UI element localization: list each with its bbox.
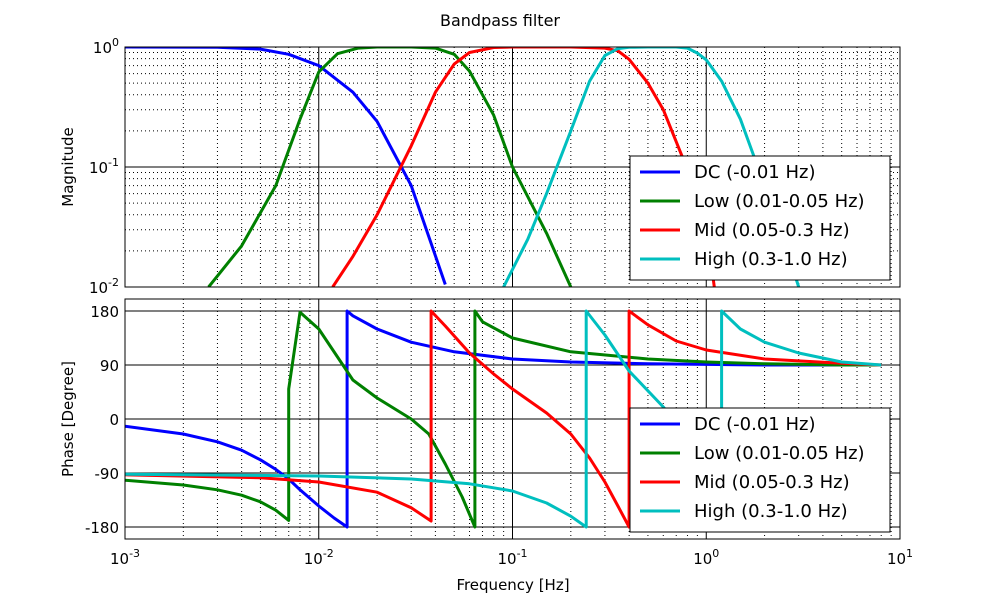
phase-series-dc (125, 309, 882, 529)
x-axis-ticks: 10-3 10-2 10-1 100 101 (110, 547, 913, 568)
magnitude-legend-label-low: Low (0.01-0.05 Hz) (694, 191, 865, 212)
x-tick-label: 100 (693, 547, 719, 568)
x-tick-label: 10-2 (304, 547, 334, 568)
phase-legend: DC (-0.01 Hz) Low (0.01-0.05 Hz) Mid (0.05… (629, 407, 891, 533)
phase-series-low (125, 309, 882, 529)
magnitude-legend-box (629, 155, 891, 281)
phase-legend-label-mid: Mid (0.05-0.3 Hz) (694, 472, 850, 493)
magnitude-series (125, 47, 801, 287)
phase-y-tick-label: -90 (95, 465, 120, 483)
magnitude-series-low (207, 47, 573, 287)
magnitude-legend: DC (-0.01 Hz) Low (0.01-0.05 Hz) Mid (0.05… (629, 155, 891, 281)
phase-panel: 180 90 0 -90 -180 Phase [Degree] DC (-0.01 Hz)… (59, 298, 901, 540)
phase-series (125, 309, 882, 529)
x-axis-title: Frequency [Hz] (456, 576, 569, 594)
phase-y-axis-title: Phase [Degree] (59, 361, 77, 477)
magnitude-series-high (502, 47, 801, 287)
magnitude-series-mid (331, 47, 716, 287)
magnitude-y-tick-label: 100 (93, 36, 119, 57)
magnitude-panel: 100 10-1 10-2 Magnitude DC (-0.01 Hz) Low (0.… (59, 36, 901, 297)
phase-legend-label-low: Low (0.01-0.05 Hz) (694, 443, 865, 464)
magnitude-legend-label-high: High (0.3-1.0 Hz) (694, 249, 848, 270)
phase-legend-label-high: High (0.3-1.0 Hz) (694, 501, 848, 522)
phase-y-tick-label: -180 (85, 519, 119, 537)
magnitude-y-tick-label: 10-1 (89, 156, 119, 177)
phase-y-tick-label: 0 (109, 411, 119, 429)
magnitude-y-axis-title: Magnitude (59, 127, 77, 206)
magnitude-frame (124, 46, 901, 288)
phase-y-tick-label: 180 (90, 303, 119, 321)
phase-series-mid (125, 309, 882, 529)
magnitude-legend-label-mid: Mid (0.05-0.3 Hz) (694, 220, 850, 241)
x-tick-label: 10-1 (497, 547, 527, 568)
x-tick-label: 101 (887, 547, 913, 568)
chart-title: Bandpass filter (440, 11, 560, 30)
phase-y-tick-label: 90 (100, 357, 119, 375)
magnitude-series-dc (125, 47, 447, 285)
x-tick-label: 10-3 (110, 547, 140, 568)
phase-series-high (125, 309, 882, 529)
magnitude-y-tick-label: 10-2 (89, 276, 119, 297)
magnitude-legend-label-dc: DC (-0.01 Hz) (694, 162, 815, 183)
phase-frame (124, 298, 901, 540)
phase-legend-label-dc: DC (-0.01 Hz) (694, 414, 815, 435)
